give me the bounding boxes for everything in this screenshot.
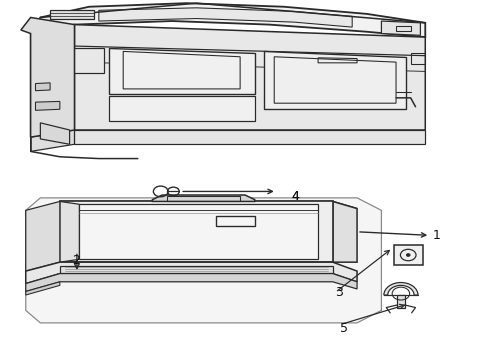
- Text: 4: 4: [291, 190, 299, 203]
- PathPatch shape: [74, 130, 425, 144]
- PathPatch shape: [30, 130, 74, 152]
- PathPatch shape: [60, 202, 79, 262]
- PathPatch shape: [50, 10, 94, 18]
- PathPatch shape: [60, 202, 357, 208]
- PathPatch shape: [393, 245, 423, 265]
- Text: 4: 4: [291, 190, 299, 203]
- Text: 5: 5: [340, 322, 348, 335]
- PathPatch shape: [99, 8, 352, 27]
- Text: 1: 1: [433, 229, 441, 242]
- PathPatch shape: [152, 195, 255, 202]
- PathPatch shape: [40, 123, 70, 144]
- PathPatch shape: [21, 18, 74, 137]
- PathPatch shape: [30, 24, 74, 137]
- PathPatch shape: [26, 282, 60, 295]
- PathPatch shape: [26, 274, 357, 292]
- Text: 2: 2: [72, 254, 80, 267]
- PathPatch shape: [60, 202, 333, 262]
- Text: 3: 3: [335, 286, 343, 299]
- PathPatch shape: [26, 202, 60, 271]
- PathPatch shape: [79, 204, 318, 259]
- PathPatch shape: [26, 198, 381, 323]
- PathPatch shape: [60, 266, 333, 273]
- Wedge shape: [384, 283, 418, 295]
- Circle shape: [406, 253, 410, 256]
- PathPatch shape: [333, 202, 357, 262]
- PathPatch shape: [30, 3, 425, 37]
- PathPatch shape: [74, 48, 104, 73]
- PathPatch shape: [74, 24, 425, 130]
- PathPatch shape: [265, 51, 406, 109]
- PathPatch shape: [397, 295, 405, 307]
- PathPatch shape: [109, 48, 255, 94]
- PathPatch shape: [381, 21, 420, 35]
- PathPatch shape: [35, 102, 60, 111]
- PathPatch shape: [109, 96, 255, 121]
- PathPatch shape: [35, 83, 50, 91]
- PathPatch shape: [26, 262, 357, 284]
